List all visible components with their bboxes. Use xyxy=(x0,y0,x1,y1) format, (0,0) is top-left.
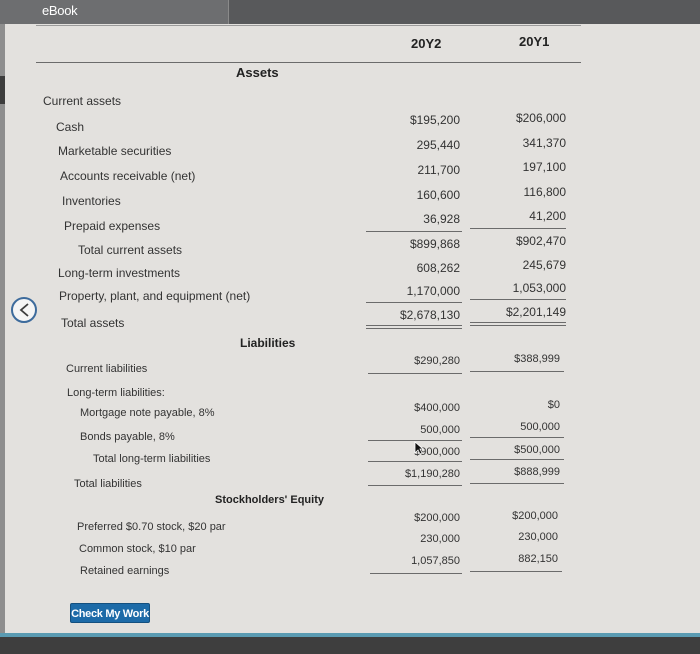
back-nav-button[interactable] xyxy=(11,297,37,323)
row-total-assets-20y1: $2,201,149 xyxy=(505,305,566,319)
column-header-20y1: 20Y1 xyxy=(519,34,550,49)
row-bonds-payable-20y1: 500,000 xyxy=(520,421,560,433)
row-prepaid-expenses-label: Prepaid expenses xyxy=(64,219,161,233)
row-inventories-20y2: 160,600 xyxy=(416,188,460,202)
mouse-pointer-icon xyxy=(414,441,425,460)
row-common-stock-20y1: 230,000 xyxy=(518,531,558,543)
total-assets-double-rule-b-20y2 xyxy=(366,328,462,329)
current-liabilities-rule-20y2 xyxy=(368,373,462,374)
row-total-lt-liabilities-label: Total long-term liabilities xyxy=(93,453,211,465)
row-total-assets-20y2: $2,678,130 xyxy=(399,308,460,322)
total-assets-double-rule-a-20y1 xyxy=(470,322,566,323)
row-preferred-stock-20y1: $200,000 xyxy=(512,510,558,522)
row-ppe-label: Property, plant, and equipment (net) xyxy=(59,289,251,303)
equity-rule-20y2 xyxy=(370,573,462,574)
lt-liabilities-rule-20y2 xyxy=(368,440,462,441)
row-common-stock-label: Common stock, $10 par xyxy=(79,543,196,555)
row-inventories-label: Inventories xyxy=(62,194,121,208)
tab-title: eBook xyxy=(42,3,78,18)
header-top-rule xyxy=(36,25,581,26)
row-bonds-payable-label: Bonds payable, 8% xyxy=(80,431,175,443)
section-current-assets: Current assets xyxy=(43,94,122,108)
row-mortgage-note-label: Mortgage note payable, 8% xyxy=(80,407,215,419)
check-my-work-button[interactable]: Check My Work xyxy=(70,603,150,623)
top-bar: eBook xyxy=(0,0,700,24)
row-bonds-payable-20y2: 500,000 xyxy=(420,424,460,436)
bottom-accent-strip xyxy=(0,633,700,637)
row-inventories-20y1: 116,800 xyxy=(523,185,567,199)
total-liabilities-bottom-rule-20y1 xyxy=(470,483,564,484)
row-retained-earnings-label: Retained earnings xyxy=(80,565,170,577)
section-assets: Assets xyxy=(236,65,279,80)
total-assets-double-rule-a-20y2 xyxy=(366,325,462,326)
row-total-current-assets-20y1: $902,470 xyxy=(515,234,566,248)
row-marketable-securities-20y1: 341,370 xyxy=(522,136,566,150)
section-liabilities: Liabilities xyxy=(240,336,296,350)
row-current-liabilities-20y2: $290,280 xyxy=(414,355,460,367)
total-assets-rule-20y2 xyxy=(366,302,462,303)
row-total-liabilities-20y1: $888,999 xyxy=(514,466,560,478)
row-marketable-securities-20y2: 295,440 xyxy=(416,138,460,152)
total-liabilities-rule-20y1 xyxy=(470,459,564,460)
row-total-liabilities-label: Total liabilities xyxy=(74,478,142,490)
row-current-liabilities-20y1: $388,999 xyxy=(514,353,560,365)
subtotal-rule-20y2 xyxy=(366,231,462,232)
row-cash-20y2: $195,200 xyxy=(409,113,460,127)
column-header-20y2: 20Y2 xyxy=(411,36,442,51)
row-preferred-stock-20y2: $200,000 xyxy=(414,512,460,524)
row-cash-label: Cash xyxy=(56,120,85,134)
equity-rule-20y1 xyxy=(470,571,562,572)
row-cash-20y1: $206,000 xyxy=(515,111,566,125)
row-accounts-receivable-label: Accounts receivable (net) xyxy=(60,169,196,183)
row-marketable-securities-label: Marketable securities xyxy=(58,144,172,158)
current-liabilities-rule-20y1 xyxy=(470,371,564,372)
header-bottom-rule xyxy=(36,62,581,63)
row-retained-earnings-20y1: 882,150 xyxy=(518,553,558,565)
total-liabilities-bottom-rule-20y2 xyxy=(368,485,462,486)
left-edge xyxy=(0,24,5,654)
total-assets-double-rule-b-20y1 xyxy=(470,325,566,326)
ebook-tab[interactable]: eBook xyxy=(0,0,229,24)
row-total-liabilities-20y2: $1,190,280 xyxy=(404,468,460,480)
row-mortgage-note-20y2: $400,000 xyxy=(414,402,460,414)
row-preferred-stock-label: Preferred $0.70 stock, $20 par xyxy=(77,521,226,533)
row-ppe-20y1: 1,053,000 xyxy=(512,281,566,295)
row-ppe-20y2: 1,170,000 xyxy=(406,284,460,298)
row-total-lt-liabilities-20y2: $900,000 xyxy=(414,446,460,458)
row-prepaid-expenses-20y2: 36,928 xyxy=(423,212,460,226)
lt-liabilities-rule-20y1 xyxy=(470,437,564,438)
bottom-bar xyxy=(0,633,700,654)
row-long-term-investments-20y2: 608,262 xyxy=(416,261,460,275)
total-liabilities-rule-20y2 xyxy=(368,461,462,462)
row-mortgage-note-20y1: $0 xyxy=(547,399,560,411)
row-retained-earnings-20y2: 1,057,850 xyxy=(411,555,460,567)
row-total-lt-liabilities-20y1: $500,000 xyxy=(514,444,560,456)
section-stockholders-equity: Stockholders' Equity xyxy=(215,494,324,506)
row-accounts-receivable-20y1: 197,100 xyxy=(522,160,566,174)
left-edge-marker xyxy=(0,76,5,104)
subtotal-rule-20y1 xyxy=(470,228,566,229)
row-current-liabilities-label: Current liabilities xyxy=(66,363,148,375)
row-long-term-investments-label: Long-term investments xyxy=(58,266,181,280)
row-prepaid-expenses-20y1: 41,200 xyxy=(529,209,566,223)
row-total-current-assets-label: Total current assets xyxy=(78,243,183,257)
row-long-term-investments-20y1: 245,679 xyxy=(522,258,566,272)
row-common-stock-20y2: 230,000 xyxy=(420,533,460,545)
row-total-assets-label: Total assets xyxy=(61,316,125,330)
row-total-current-assets-20y2: $899,868 xyxy=(409,237,460,251)
total-assets-rule-20y1 xyxy=(470,299,566,300)
section-long-term-liabilities: Long-term liabilities: xyxy=(67,387,165,399)
row-accounts-receivable-20y2: 211,700 xyxy=(417,163,461,177)
